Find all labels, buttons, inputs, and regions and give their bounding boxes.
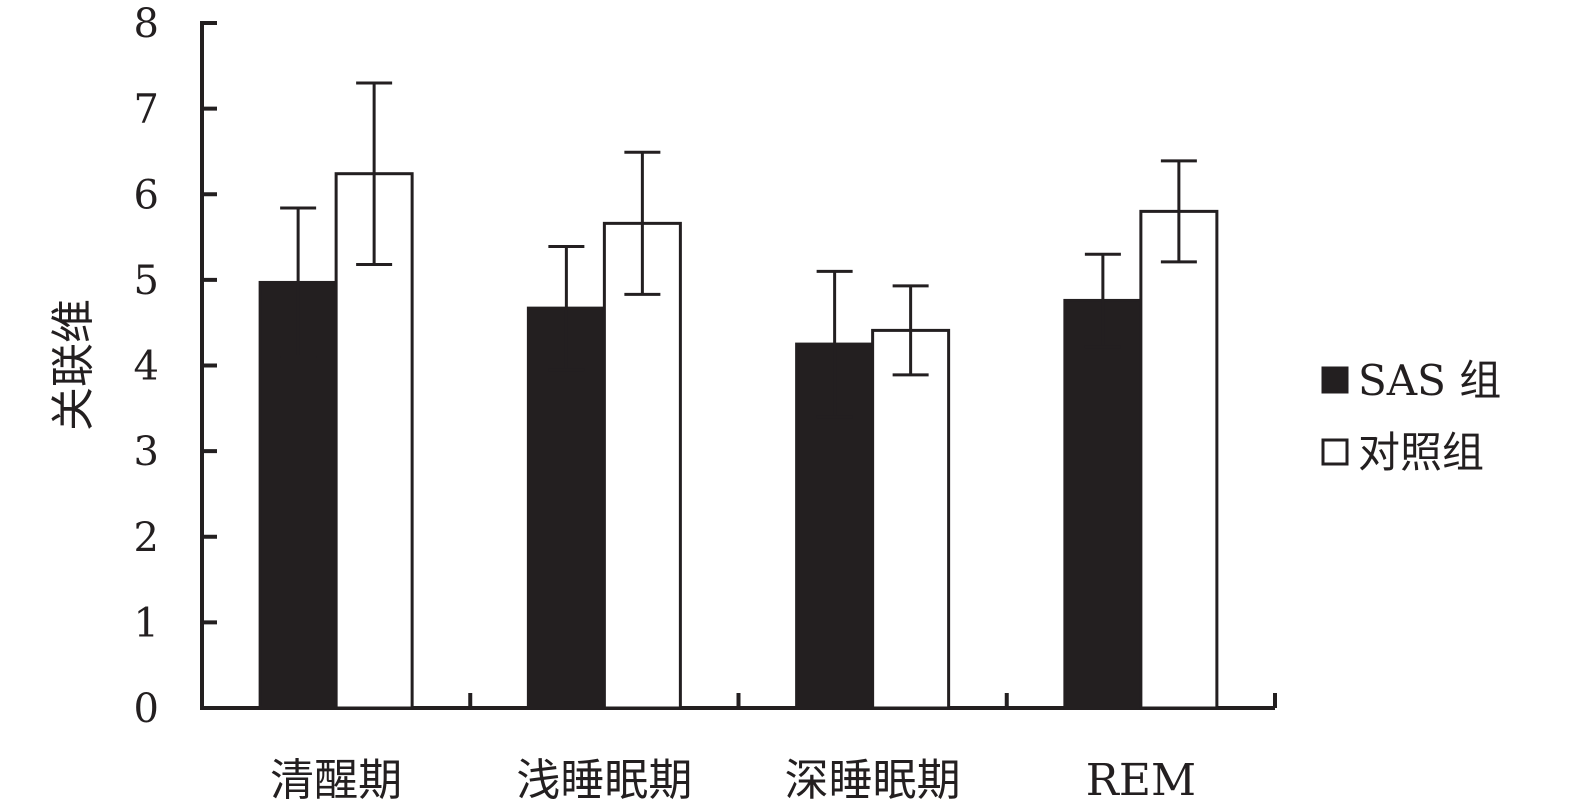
bar	[602, 221, 682, 710]
y-axis: 0 1 2 3 4 5 6 7 8	[134, 1, 217, 732]
legend-swatch	[1321, 366, 1349, 394]
bar	[1063, 298, 1143, 710]
y-tick-label: 2	[134, 515, 159, 561]
y-tick-label: 5	[134, 258, 159, 304]
y-tick-label: 4	[134, 344, 159, 390]
y-tick-label: 1	[134, 600, 159, 646]
y-tick-label: 3	[134, 429, 159, 475]
bars	[258, 172, 1219, 710]
legend-label: 对照组	[1358, 428, 1484, 477]
x-axis: 清醒期 浅睡眠期 深睡眠期 REM	[200, 693, 1277, 806]
legend-swatch	[1321, 438, 1349, 466]
x-tick-label: 深睡眠期	[785, 755, 961, 806]
x-tick-label: 清醒期	[270, 755, 402, 806]
bar	[871, 328, 951, 710]
bar	[1139, 209, 1219, 710]
x-tick-label: REM	[1086, 755, 1196, 806]
y-tick-label: 6	[134, 172, 159, 218]
y-tick-label: 7	[134, 87, 159, 133]
legend-label: SAS 组	[1358, 356, 1501, 405]
y-tick-label: 8	[134, 1, 159, 47]
y-axis-title: 关联维	[48, 299, 99, 431]
x-tick-label: 浅睡眠期	[516, 755, 692, 806]
error-bars	[280, 81, 1197, 419]
y-tick-label: 0	[134, 686, 159, 732]
